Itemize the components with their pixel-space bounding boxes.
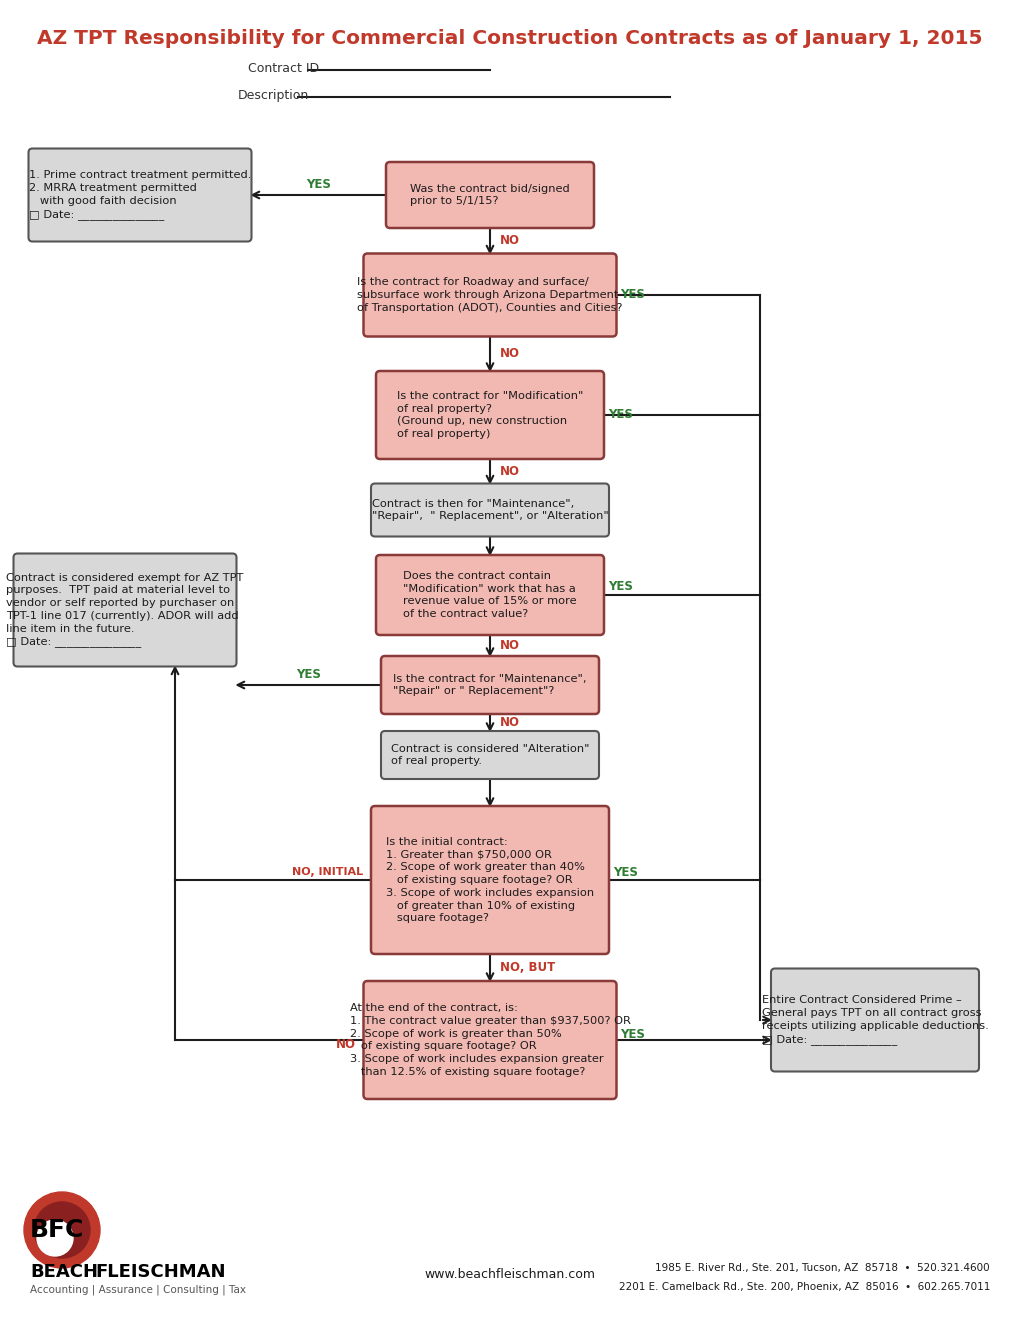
- Text: BEACH: BEACH: [30, 1263, 98, 1280]
- Text: 2201 E. Camelback Rd., Ste. 200, Phoenix, AZ  85016  •  602.265.7011: 2201 E. Camelback Rd., Ste. 200, Phoenix…: [618, 1282, 989, 1292]
- Text: YES: YES: [612, 866, 637, 879]
- Text: NO, BUT: NO, BUT: [499, 961, 554, 974]
- Text: YES: YES: [297, 668, 321, 681]
- Text: NO: NO: [335, 1039, 356, 1052]
- Text: Description: Description: [237, 88, 309, 102]
- Text: Is the contract for Roadway and surface/
subsurface work through Arizona Departm: Is the contract for Roadway and surface/…: [357, 277, 623, 313]
- Text: BFC: BFC: [30, 1218, 85, 1242]
- FancyBboxPatch shape: [13, 553, 236, 667]
- Text: FLEISCHMAN: FLEISCHMAN: [95, 1263, 225, 1280]
- Text: Contract is considered "Alteration"
of real property.: Contract is considered "Alteration" of r…: [390, 743, 589, 767]
- Text: Is the contract for "Modification"
of real property?
(Ground up, new constructio: Is the contract for "Modification" of re…: [396, 391, 583, 440]
- Text: AZ TPT Responsibility for Commercial Construction Contracts as of January 1, 201: AZ TPT Responsibility for Commercial Con…: [38, 29, 981, 48]
- FancyBboxPatch shape: [29, 149, 252, 242]
- FancyBboxPatch shape: [376, 554, 603, 635]
- Text: Contract ID: Contract ID: [248, 62, 319, 74]
- Text: YES: YES: [620, 1028, 645, 1041]
- Text: Entire Contract Considered Prime –
General pays TPT on all contract gross
receip: Entire Contract Considered Prime – Gener…: [761, 995, 987, 1044]
- Text: 1985 E. River Rd., Ste. 201, Tucson, AZ  85718  •  520.321.4600: 1985 E. River Rd., Ste. 201, Tucson, AZ …: [655, 1263, 989, 1272]
- Text: YES: YES: [306, 178, 331, 191]
- FancyBboxPatch shape: [385, 162, 593, 228]
- Text: YES: YES: [607, 408, 632, 421]
- FancyBboxPatch shape: [363, 981, 615, 1100]
- Text: At the end of the contract, is:
1. The contract value greater than $937,500? OR
: At the end of the contract, is: 1. The c…: [350, 1003, 630, 1077]
- Text: www.beachfleischman.com: www.beachfleischman.com: [424, 1269, 595, 1282]
- Text: NO: NO: [499, 639, 520, 652]
- Circle shape: [24, 1192, 100, 1269]
- FancyBboxPatch shape: [376, 371, 603, 459]
- Text: Is the initial contract:
1. Greater than $750,000 OR
2. Scope of work greater th: Is the initial contract: 1. Greater than…: [385, 837, 593, 924]
- FancyBboxPatch shape: [770, 969, 978, 1072]
- Text: NO: NO: [499, 347, 520, 360]
- FancyBboxPatch shape: [381, 656, 598, 714]
- FancyBboxPatch shape: [363, 253, 615, 337]
- Text: Contract is then for "Maintenance",
"Repair",  " Replacement", or "Alteration": Contract is then for "Maintenance", "Rep…: [371, 499, 607, 521]
- Text: NO, INITIAL: NO, INITIAL: [291, 867, 363, 876]
- Text: 1. Prime contract treatment permitted.
2. MRRA treatment permitted
   with good : 1. Prime contract treatment permitted. 2…: [29, 170, 251, 219]
- Text: Is the contract for "Maintenance",
"Repair" or " Replacement"?: Is the contract for "Maintenance", "Repa…: [393, 673, 586, 697]
- Text: Contract is considered exempt for AZ TPT
purposes.  TPT paid at material level t: Contract is considered exempt for AZ TPT…: [6, 573, 244, 647]
- FancyBboxPatch shape: [381, 731, 598, 779]
- Circle shape: [34, 1203, 90, 1258]
- FancyBboxPatch shape: [371, 483, 608, 536]
- Text: YES: YES: [620, 289, 645, 301]
- Text: Accounting | Assurance | Consulting | Tax: Accounting | Assurance | Consulting | Ta…: [30, 1284, 246, 1295]
- FancyBboxPatch shape: [371, 807, 608, 954]
- Text: YES: YES: [607, 581, 632, 594]
- Text: NO: NO: [499, 715, 520, 729]
- Text: NO: NO: [499, 234, 520, 247]
- Text: NO: NO: [499, 465, 520, 478]
- Text: Does the contract contain
"Modification" work that has a
revenue value of 15% or: Does the contract contain "Modification"…: [403, 570, 577, 619]
- Text: Was the contract bid/signed
prior to 5/1/15?: Was the contract bid/signed prior to 5/1…: [410, 183, 570, 206]
- Circle shape: [37, 1220, 73, 1257]
